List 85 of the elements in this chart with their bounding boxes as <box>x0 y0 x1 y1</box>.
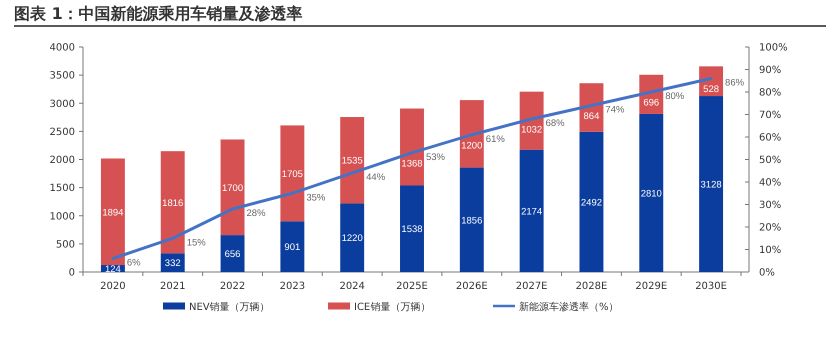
bar <box>460 168 484 272</box>
x-tick-label: 2026E <box>456 281 488 292</box>
data-label: 15% <box>186 237 206 248</box>
chart-title: 图表 1：中国新能源乘用车销量及渗透率 <box>14 4 303 23</box>
data-label: 86% <box>725 78 745 88</box>
data-label: 61% <box>486 134 506 145</box>
data-label: 696 <box>643 98 660 108</box>
data-label: 2174 <box>521 206 542 218</box>
bar <box>520 150 544 272</box>
x-tick-label: 2027E <box>516 281 548 292</box>
data-label: 2492 <box>580 197 602 208</box>
data-label: 44% <box>366 172 386 183</box>
y2-tick-label: 100% <box>759 42 788 54</box>
y2-tick-label: 60% <box>759 132 782 144</box>
x-tick-label: 2030E <box>695 281 727 292</box>
bar <box>460 100 484 168</box>
data-label: 1856 <box>461 215 482 226</box>
x-tick-label: 2029E <box>635 281 668 292</box>
data-label: 656 <box>224 249 240 260</box>
bar <box>639 114 664 272</box>
data-label: 332 <box>164 258 181 270</box>
y-tick-label: 2000 <box>50 155 75 166</box>
legend-label: 新能源车渗透率（%） <box>519 301 619 313</box>
data-label: 80% <box>665 91 685 102</box>
y2-tick-label: 90% <box>759 65 782 76</box>
bar <box>400 185 424 272</box>
y-tick-label: 1500 <box>50 183 75 194</box>
bar <box>220 235 245 272</box>
data-label: 6% <box>126 258 142 268</box>
data-label: 1368 <box>401 158 423 170</box>
y2-tick-label: 10% <box>759 245 782 256</box>
data-label: 1705 <box>282 168 303 180</box>
y-tick-label: 3000 <box>50 98 75 110</box>
y-tick-label: 0 <box>68 268 75 278</box>
data-label: 3128 <box>700 180 722 191</box>
y-tick-label: 2500 <box>50 126 75 138</box>
data-label: 1220 <box>342 233 363 244</box>
bar <box>699 96 724 272</box>
y-tick-label: 500 <box>56 239 75 250</box>
legend-label: ICE销量（万辆） <box>354 301 430 313</box>
x-tick-label: 2022 <box>220 281 246 292</box>
data-label: 74% <box>605 104 625 116</box>
data-label: 1200 <box>461 140 482 152</box>
bar <box>160 151 185 254</box>
bar <box>280 221 304 272</box>
y2-tick-label: 80% <box>759 88 782 98</box>
bar <box>400 108 424 186</box>
x-tick-label: 2024 <box>339 281 365 292</box>
x-tick-label: 2020 <box>100 281 126 292</box>
y-tick-label: 1000 <box>50 211 75 222</box>
y-tick-label: 4000 <box>50 42 75 54</box>
data-label: 1816 <box>162 198 184 209</box>
data-label: 1894 <box>102 207 124 218</box>
y2-tick-label: 30% <box>759 200 782 211</box>
bar <box>100 158 125 266</box>
y-tick-label: 3500 <box>50 70 75 82</box>
data-label: 124 <box>104 264 121 276</box>
data-label: 901 <box>284 242 300 254</box>
legend-label: NEV销量（万辆） <box>189 301 270 313</box>
y2-tick-label: 40% <box>759 178 782 188</box>
data-label: 53% <box>426 152 446 163</box>
data-label: 28% <box>246 208 266 219</box>
y2-tick-label: 50% <box>759 155 782 166</box>
data-label: 68% <box>546 118 566 129</box>
y2-tick-label: 0% <box>759 268 775 278</box>
data-label: 864 <box>584 111 600 122</box>
bar <box>340 117 364 204</box>
data-label: 528 <box>703 84 720 95</box>
data-label: 35% <box>306 192 326 204</box>
bar <box>579 132 604 272</box>
x-tick-label: 2021 <box>160 281 186 292</box>
data-label: 1535 <box>342 156 363 167</box>
x-tick-label: 2023 <box>280 281 306 292</box>
bar <box>220 139 245 236</box>
data-label: 2810 <box>640 188 662 200</box>
x-tick-label: 2025E <box>396 281 428 292</box>
x-tick-label: 2028E <box>576 281 608 292</box>
data-label: 1700 <box>222 182 244 194</box>
data-label: 1032 <box>521 124 542 136</box>
y2-tick-label: 20% <box>759 222 782 234</box>
y2-tick-label: 70% <box>759 110 782 121</box>
bar <box>520 92 544 150</box>
bar <box>340 203 364 272</box>
bar <box>280 125 304 222</box>
data-label: 1538 <box>401 224 423 236</box>
